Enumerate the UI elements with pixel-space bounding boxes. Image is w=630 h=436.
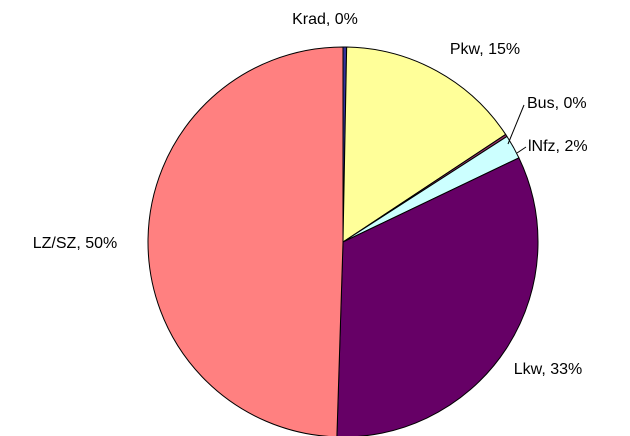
leader-line: [507, 104, 525, 145]
pie-slice: [342, 46, 507, 243]
pie-slice: [336, 157, 539, 436]
data-label: Pkw, 15%: [450, 41, 520, 58]
data-label: Bus, 0%: [527, 95, 587, 112]
data-label: LZ/SZ, 50%: [33, 235, 117, 252]
pie-slice: [147, 46, 344, 436]
data-label: lNfz, 2%: [528, 138, 588, 155]
data-label: Krad, 0%: [292, 11, 358, 28]
leader-line: [516, 146, 527, 154]
data-label: Lkw, 33%: [514, 361, 582, 378]
